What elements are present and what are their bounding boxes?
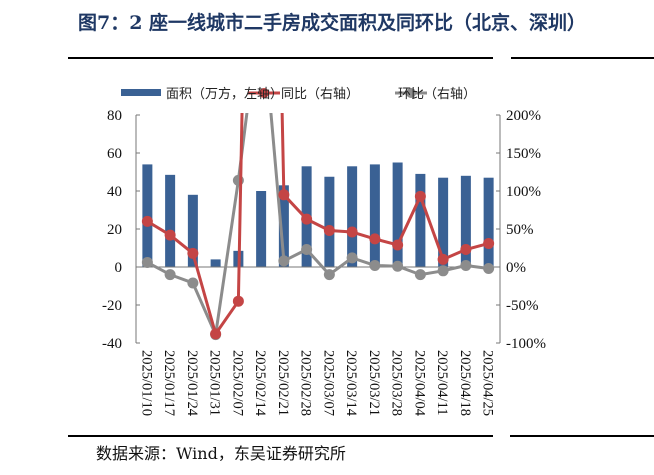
bar: [210, 259, 221, 267]
series-point: [392, 260, 404, 272]
left-tick-label: 20: [107, 222, 122, 238]
series-point: [164, 229, 176, 241]
legend-swatch-bar: [121, 89, 161, 96]
bar: [165, 174, 176, 267]
legend-swatch-point: [259, 88, 269, 98]
series-point: [141, 256, 153, 268]
x-tick-label: 2025/01/10: [138, 350, 154, 416]
x-tick-label: 2025/04/18: [457, 350, 473, 416]
lines-group: [141, 113, 495, 341]
x-tick-label: 2025/03/14: [343, 350, 359, 417]
series-point: [164, 269, 176, 281]
x-tick-label: 2025/04/11: [434, 350, 450, 416]
bar: [369, 164, 380, 267]
legend-swatch-point: [406, 88, 416, 98]
left-tick-label: 60: [107, 146, 122, 162]
bar: [347, 166, 358, 267]
series-point: [369, 233, 381, 245]
series-point: [232, 295, 244, 307]
series-point: [278, 189, 290, 201]
x-tick-label: 2025/02/14: [252, 350, 268, 417]
x-tick-label: 2025/01/31: [207, 350, 223, 416]
series-line: [146, 113, 490, 336]
bar: [278, 185, 289, 267]
legend-label: 环比（右轴）: [398, 86, 476, 101]
x-tick-label: 2025/03/21: [366, 350, 382, 416]
right-tick-label: 50%: [506, 222, 534, 238]
series-point: [278, 255, 290, 267]
series-point: [460, 244, 472, 256]
x-tick-label: 2025/04/25: [480, 350, 496, 416]
legend-label: 同比（右轴）: [281, 86, 359, 101]
series-point: [141, 215, 153, 227]
series-point: [392, 239, 404, 251]
series-point: [301, 213, 313, 225]
title-divider: [68, 57, 493, 59]
x-tick-label: 2025/03/28: [389, 350, 405, 416]
series-point: [369, 259, 381, 271]
legend: 面积（万方，左轴）同比（右轴） 环比（右轴）: [121, 86, 476, 101]
series-point: [437, 265, 449, 277]
title-divider-right: [511, 57, 654, 59]
source-divider-right: [510, 435, 654, 437]
bar: [324, 176, 335, 267]
bar: [438, 177, 449, 267]
bar: [187, 194, 198, 267]
chart-title: 图7：2 座一线城市二手房成交面积及同环比（北京、深圳）: [78, 12, 587, 34]
series-point: [483, 237, 495, 249]
source-divider: [68, 435, 493, 437]
legend-label: 面积（万方，左轴）: [166, 86, 283, 101]
right-tick-label: 200%: [506, 108, 541, 124]
series-point: [414, 190, 426, 202]
left-tick-label: -20: [102, 298, 122, 314]
bar: [142, 164, 153, 267]
bar: [256, 191, 267, 267]
left-tick-label: 0: [115, 260, 123, 276]
series-point: [437, 253, 449, 265]
series-point: [323, 225, 335, 237]
series-point: [460, 259, 472, 271]
series-point: [346, 252, 358, 264]
series-point: [483, 263, 495, 275]
x-tick-label: 2025/02/07: [229, 350, 245, 416]
series-line: [146, 113, 489, 337]
x-tick-label: 2025/01/24: [184, 350, 200, 417]
right-tick-label: 100%: [506, 184, 541, 200]
right-tick-label: -50%: [506, 298, 539, 314]
bar: [415, 173, 426, 267]
x-tick-label: 2025/02/21: [275, 350, 291, 416]
right-tick-label: -100%: [506, 336, 546, 352]
series-point: [210, 328, 222, 340]
series-point: [323, 269, 335, 281]
series-point: [414, 269, 426, 281]
x-tick-label: 2025/02/28: [298, 350, 314, 416]
x-tick-label: 2025/01/17: [161, 350, 177, 416]
source-note: 数据来源：Wind，东吴证券研究所: [96, 444, 346, 463]
left-tick-label: 40: [107, 184, 122, 200]
x-tick-label: 2025/03/07: [320, 350, 336, 416]
right-tick-label: 150%: [506, 146, 541, 162]
bar: [460, 175, 471, 267]
series-point: [187, 247, 199, 259]
series-point: [301, 244, 313, 256]
bar: [392, 162, 403, 267]
series-point: [187, 277, 199, 289]
bar: [483, 177, 494, 267]
series-point: [346, 226, 358, 238]
right-tick-label: 0%: [506, 260, 526, 276]
x-tick-label: 2025/04/04: [411, 350, 427, 417]
left-tick-label: -40: [102, 336, 122, 352]
left-tick-label: 80: [107, 108, 122, 124]
